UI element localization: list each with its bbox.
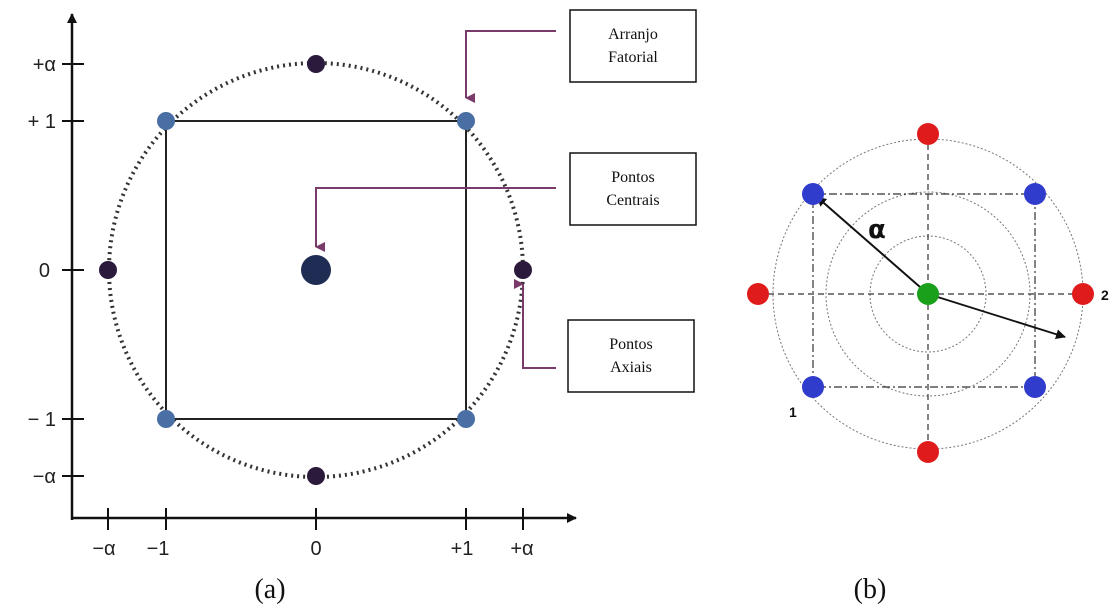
callout-axial-line2: Axiais [610, 359, 652, 376]
center-point [301, 255, 331, 285]
axis1-label: 1 [789, 404, 797, 420]
caption-b: (b) [854, 574, 887, 605]
y-tick-label: +α [33, 54, 56, 76]
factorial-point [457, 112, 475, 130]
axial-point [99, 261, 117, 279]
callout-line-factorial [466, 31, 556, 98]
factorial-point [157, 410, 175, 428]
axial-point [917, 441, 939, 463]
callout-center: Pontos Centrais [570, 153, 696, 225]
axial-point [514, 261, 532, 279]
factorial-point [1024, 376, 1046, 398]
axis2-label: 2 [1101, 287, 1109, 303]
y-tick-label: + 1 [28, 111, 56, 133]
alpha-label: α [868, 215, 886, 245]
y-tick-label: − 1 [28, 409, 56, 431]
factorial-point [457, 410, 475, 428]
factorial-point [157, 112, 175, 130]
y-tick-label: 0 [39, 260, 50, 282]
axial-point [747, 283, 769, 305]
callout-line-axial [523, 284, 556, 368]
factorial-point [802, 183, 824, 205]
x-tick-label: −α [92, 538, 115, 560]
panel-b: α 1 2 (b) [747, 123, 1109, 605]
x-tick-label: −1 [147, 538, 170, 560]
caption-a: (a) [254, 574, 285, 605]
factorial-point [802, 376, 824, 398]
axial-point [307, 55, 325, 73]
radius-arrow [928, 294, 1065, 337]
axial-point [307, 467, 325, 485]
x-tick-label: +α [510, 538, 533, 560]
x-tick-label: +1 [451, 538, 474, 560]
callout-axial: Pontos Axiais [568, 320, 694, 392]
x-tick-label: 0 [310, 538, 321, 560]
callout-factorial: Arranjo Fatorial [570, 10, 696, 82]
panel-a: +α + 1 0 − 1 −α −α −1 0 +1 +α [28, 10, 696, 605]
callout-factorial-line1: Arranjo [608, 26, 658, 43]
callout-center-line2: Centrais [606, 192, 659, 209]
callout-factorial-line2: Fatorial [608, 49, 658, 66]
center-point [917, 283, 939, 305]
axial-point [917, 123, 939, 145]
axial-point [1072, 283, 1094, 305]
alpha-radius-arrow [817, 197, 928, 294]
callout-center-line1: Pontos [611, 169, 655, 186]
factorial-point [1024, 183, 1046, 205]
callout-axial-line1: Pontos [609, 336, 653, 353]
y-tick-label: −α [33, 466, 56, 488]
